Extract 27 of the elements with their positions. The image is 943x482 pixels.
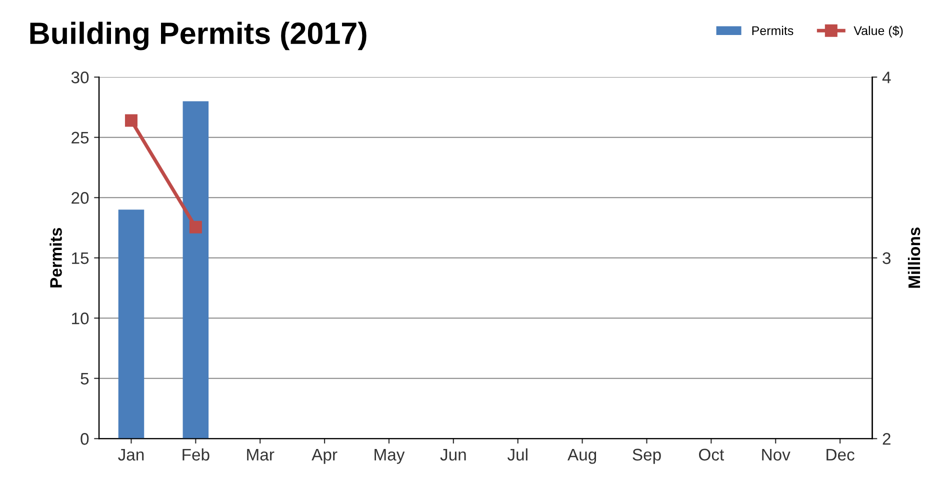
x-tick-label: Mar: [247, 448, 274, 461]
chart-title: Building Permits (2017): [30, 22, 366, 50]
y2-tick-label: 2: [882, 433, 890, 445]
x-tick-label: Sep: [632, 448, 661, 464]
y-tick-label: 30: [71, 72, 89, 84]
y-tick-label: 20: [72, 192, 89, 204]
y2-axis-title: Millions: [908, 228, 920, 288]
x-tick-label: Apr: [312, 448, 338, 464]
legend-label: Permits: [752, 26, 794, 36]
y-tick-label: 15: [72, 252, 89, 264]
y-tick-label: 10: [72, 312, 89, 324]
x-tick-label: Feb: [182, 448, 210, 461]
x-tick-label: Jun: [440, 448, 466, 461]
y-axis-title: Permits: [50, 228, 62, 288]
x-tick-label: Dec: [826, 448, 854, 461]
x-tick-label: Jul: [507, 448, 528, 461]
y2-tick-label: 3: [882, 252, 891, 264]
x-tick-label: Jan: [118, 448, 144, 461]
y-tick-label: 0: [80, 433, 89, 445]
legend-label: Value ($): [854, 26, 903, 38]
y-tick-label: 5: [80, 372, 89, 385]
x-tick-label: Nov: [762, 448, 790, 461]
y2-tick-label: 4: [882, 72, 891, 84]
y-tick-label: 25: [72, 132, 89, 144]
x-tick-label: May: [374, 448, 405, 464]
x-tick-label: Oct: [699, 448, 724, 461]
x-tick-label: Aug: [568, 448, 596, 464]
